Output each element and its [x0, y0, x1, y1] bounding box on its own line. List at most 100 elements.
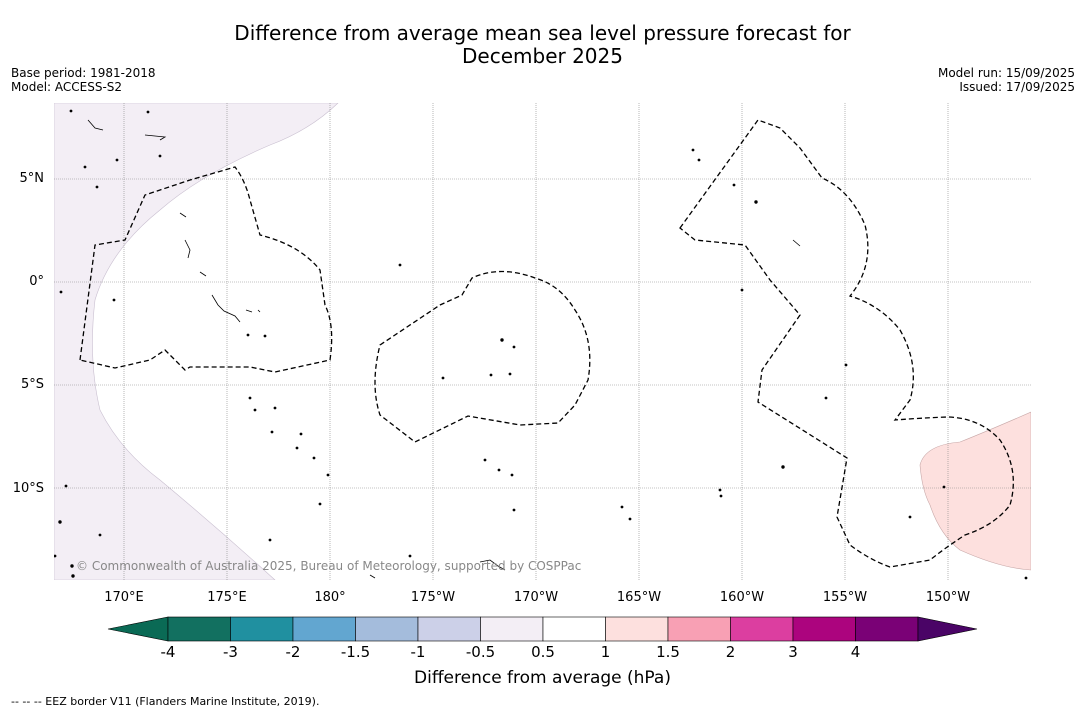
- island-dot: [824, 396, 828, 400]
- island-dot: [844, 363, 848, 367]
- island-dot: [83, 165, 87, 169]
- island-dot: [483, 458, 487, 462]
- island-dot: [268, 538, 272, 542]
- lon-label-165w: 165°W: [616, 590, 662, 605]
- island-dot: [326, 473, 330, 477]
- model-run-text: Model run: 15/09/2025: [937, 66, 1075, 80]
- eez-borders: [79, 119, 1014, 568]
- island-dot: [620, 505, 624, 509]
- island-dot: [512, 345, 516, 349]
- island-dot: [718, 488, 722, 492]
- island-dot: [1024, 576, 1028, 580]
- island-dot: [697, 158, 701, 162]
- colorbar-tick-label: -0.5: [465, 643, 496, 661]
- island-dot: [248, 396, 252, 400]
- chart-title: Difference from average mean sea level p…: [0, 22, 1085, 68]
- eez-footnote: -- -- -- EEZ border V11 (Flanders Marine…: [11, 695, 320, 708]
- colorbar-segment: [417, 616, 481, 642]
- island-dot: [59, 290, 63, 294]
- colorbar-under-triangle: [107, 616, 169, 642]
- island-dot: [754, 200, 758, 204]
- island-dot: [510, 473, 514, 477]
- colorbar-tick-label: 0.5: [531, 643, 555, 661]
- lon-label-175w: 175°W: [410, 590, 456, 605]
- island-dot: [691, 148, 695, 152]
- island-dot: [908, 515, 912, 519]
- island-shape: [144, 134, 167, 141]
- island-dot: [263, 334, 267, 338]
- colorbar-segment: [792, 616, 856, 642]
- lon-label-175e: 175°E: [207, 590, 247, 605]
- map-background: [54, 103, 1031, 580]
- island-dot: [732, 183, 736, 187]
- eez-line-islands: [679, 119, 1014, 568]
- island-dot: [64, 484, 68, 488]
- island-dot: [273, 406, 277, 410]
- island-dot: [500, 338, 504, 342]
- colorbar-segment: [605, 616, 669, 642]
- island-dot: [146, 110, 150, 114]
- colorbar-segment: [667, 616, 731, 642]
- meta-left: Base period: 1981-2018 Model: ACCESS-S2: [11, 66, 156, 94]
- lat-label-5s: 5°S: [20, 377, 44, 392]
- island-dot: [489, 373, 493, 377]
- island-dot: [246, 333, 250, 337]
- colorbar-segment: [167, 616, 231, 642]
- island-shape: [479, 559, 506, 571]
- colorbar-tick-label: 4: [850, 643, 861, 661]
- colorbar-over-triangle: [917, 616, 978, 642]
- island-dot: [299, 432, 303, 436]
- island-shape: [211, 294, 241, 323]
- islands: [54, 109, 1028, 580]
- colorbar-tick-label: 1: [600, 643, 611, 661]
- colorbar-segment: [292, 616, 356, 642]
- model-text: Model: ACCESS-S2: [11, 80, 123, 94]
- island-dot: [58, 520, 62, 524]
- island-shape: [245, 309, 261, 313]
- island-dot: [942, 485, 946, 489]
- title-line-1: Difference from average mean sea level p…: [234, 21, 851, 45]
- island-dot: [158, 154, 162, 158]
- colorbar-title: Difference from average (hPa): [414, 668, 671, 688]
- colorbar-segment: [542, 616, 606, 642]
- lat-label-0: 0°: [29, 274, 44, 289]
- colorbar-segment: [480, 616, 544, 642]
- island-dot: [719, 494, 723, 498]
- eez-kiribati-gilbert: [79, 166, 333, 373]
- island-dot: [98, 533, 102, 537]
- island-dot: [253, 408, 257, 412]
- island-dot: [408, 554, 412, 558]
- island-dot: [112, 298, 116, 302]
- island-dot: [70, 564, 74, 568]
- eez-phoenix: [374, 270, 591, 443]
- lon-label-160w: 160°W: [719, 590, 765, 605]
- island-dot: [295, 446, 299, 450]
- island-dot: [115, 158, 119, 162]
- colorbar-tick-label: -1.5: [340, 643, 371, 661]
- island-shape: [792, 239, 801, 247]
- island-dot: [318, 502, 322, 506]
- colorbar-tick-label: 3: [788, 643, 798, 661]
- island-dot: [740, 288, 744, 292]
- lon-label-170e: 170°E: [104, 590, 144, 605]
- colorbar-tick-label: -1: [410, 643, 426, 661]
- island-dot: [312, 456, 316, 460]
- island-dot: [398, 263, 402, 267]
- island-dot: [508, 372, 512, 376]
- island-shape: [369, 574, 376, 579]
- island-dot: [95, 185, 99, 189]
- island-dot: [441, 376, 445, 380]
- colorbar-segment: [855, 616, 919, 642]
- lon-label-180: 180°: [314, 590, 346, 605]
- island-dot: [69, 109, 73, 113]
- grid-lines: [54, 103, 1031, 580]
- lat-label-10s: 10°S: [12, 481, 44, 496]
- colorbar-tick-label: 1.5: [656, 643, 680, 661]
- island-dot: [71, 574, 75, 578]
- copyright-notice: © Commonwealth of Australia 2025, Bureau…: [76, 559, 582, 573]
- colorbar-tick-label: -2: [285, 643, 301, 661]
- island-shape: [179, 212, 207, 277]
- island-shape: [87, 119, 104, 131]
